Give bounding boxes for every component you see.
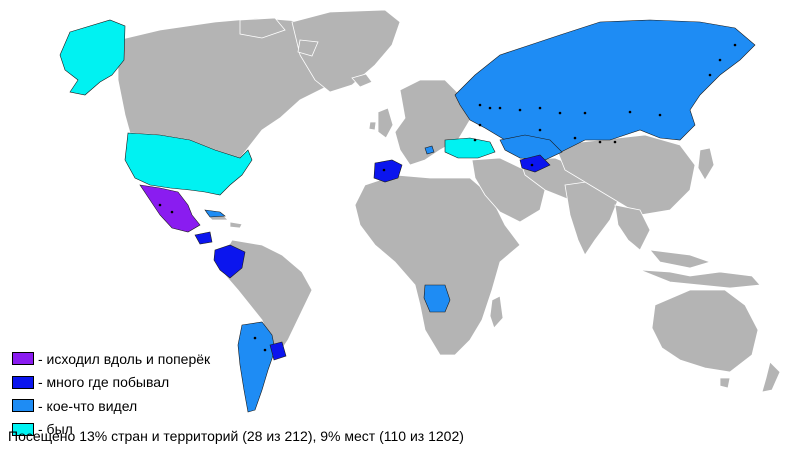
place-marker [478,103,482,107]
place-marker [158,203,162,207]
spain-portugal [373,159,403,183]
place-marker [538,128,542,132]
legend-swatch [12,399,34,413]
map-legend: - исходил вдоль и поперёк - много где по… [12,347,210,441]
place-marker [253,336,257,340]
place-marker [733,43,737,47]
visited-sky [204,19,756,413]
colombia-venezuela [213,244,246,279]
legend-swatch [12,375,34,389]
place-marker [628,110,632,114]
visited-blue [194,154,551,361]
place-marker [488,106,492,110]
visited-purple [139,184,201,233]
place-marker [538,106,542,110]
place-marker [478,123,482,127]
legend-label: - исходил вдоль и поперёк [38,350,211,367]
place-marker [473,138,477,142]
place-marker [583,111,587,115]
legend-label: - был [38,421,73,438]
place-marker [613,140,617,144]
angola [423,284,451,313]
place-marker [382,168,386,172]
cuba [204,209,226,218]
place-marker [558,111,562,115]
place-marker [658,113,662,117]
australia [651,289,759,373]
place-marker [530,163,534,167]
arctic-islands [239,17,319,57]
argentina-chile [237,321,276,413]
alaska [59,19,126,96]
visited-cyan [59,19,496,196]
madagascar [489,295,504,329]
kazakhstan [499,134,563,161]
place-marker [718,58,722,62]
panama-costa-rica [194,231,213,245]
legend-item: - много где побывал [12,371,210,395]
legend-swatch [12,352,34,366]
legend-swatch [12,422,34,436]
japan [697,147,715,181]
uruguay [269,341,287,361]
china [554,134,696,216]
central-europe [424,145,435,155]
iceland [351,73,373,88]
tasmania [719,377,731,389]
legend-item: - кое-что видел [12,394,210,418]
uzbekistan [519,154,551,173]
southeast-asia [614,204,712,269]
usa [124,132,253,196]
place-marker [498,106,502,110]
visited-summary: Посещено 13% стран и территорий (28 из 2… [8,428,464,444]
british-isles [368,107,394,139]
place-marker [518,108,522,112]
turkey [444,137,496,159]
legend-item: - был [12,418,210,442]
place-marker [573,136,577,140]
place-marker [263,348,267,352]
legend-label: - много где побывал [38,374,170,391]
place-marker [708,73,712,77]
indonesia [639,269,761,289]
place-marker [598,140,602,144]
legend-item: - исходил вдоль и поперёк [12,347,210,371]
africa [354,174,521,356]
legend-label: - кое-что видел [38,397,138,414]
place-marker [170,210,174,214]
mexico [139,184,201,233]
place-markers [158,43,737,352]
greenland [291,9,401,93]
new-zealand [761,361,781,393]
